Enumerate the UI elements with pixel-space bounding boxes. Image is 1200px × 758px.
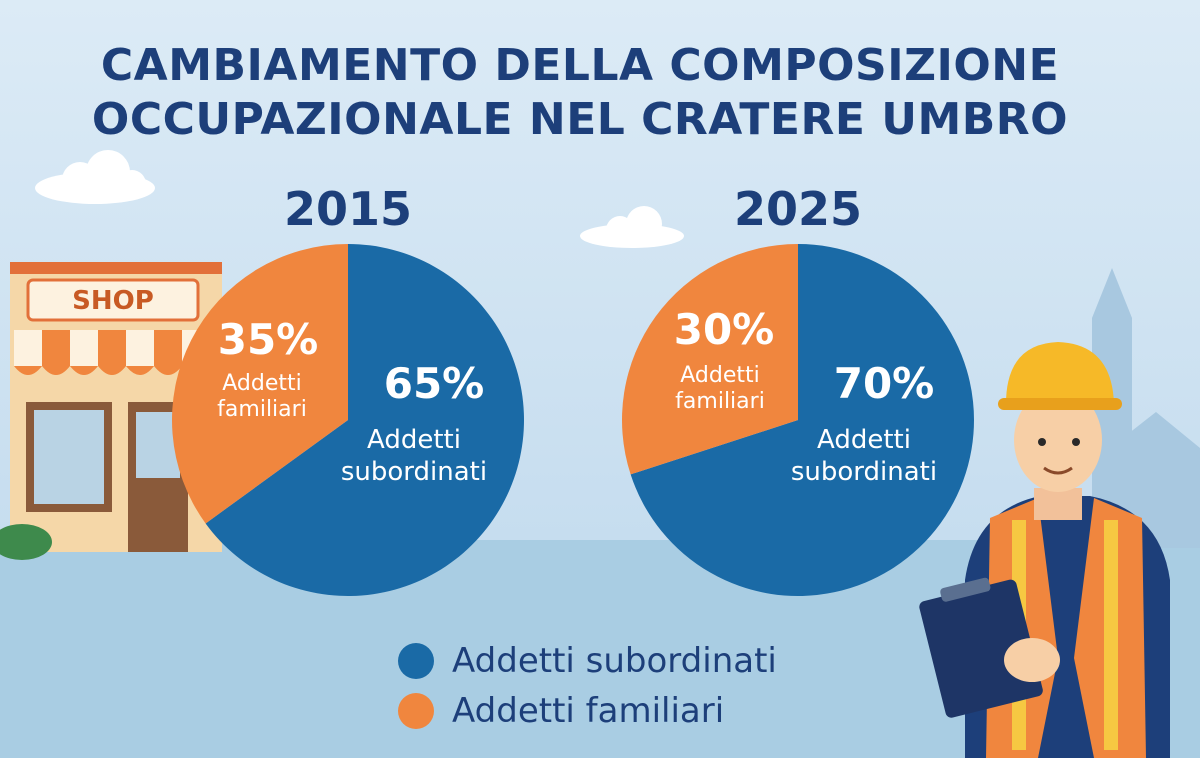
pie-2015-value-label-subordinati: 65% <box>384 359 485 408</box>
legend-label-subordinati: Addetti subordinati <box>452 641 777 681</box>
pie-2025-value-label-familiari: 30% <box>674 305 775 354</box>
pie-2025-value-label-subordinati: 70% <box>834 359 935 408</box>
pie-2025-category-label-subordinati: subordinati <box>791 457 937 487</box>
legend-item-familiari: Addetti familiari <box>398 686 777 736</box>
legend: Addetti subordinati Addetti familiari <box>398 636 777 736</box>
pie-2025-slice-familiari <box>622 244 798 475</box>
pie-2025-slice-subordinati <box>630 244 975 596</box>
pie-2015-category-label-familiari: familiari <box>217 397 307 422</box>
pie-2015-category-label-subordinati: Addetti <box>367 425 461 455</box>
title-line-2: OCCUPAZIONALE NEL CRATERE UMBRO <box>91 94 1069 145</box>
pie-2025-category-label-familiari: Addetti <box>680 363 760 388</box>
pie-2015-slice-familiari <box>172 244 348 524</box>
legend-swatch-familiari <box>398 693 434 729</box>
legend-item-subordinati: Addetti subordinati <box>398 636 777 686</box>
pie-2015-slice-subordinati <box>205 244 524 596</box>
pie-2015-category-label-subordinati: subordinati <box>341 457 487 487</box>
pie-2025-category-label-familiari: familiari <box>675 389 765 414</box>
pie-2015-value-label-familiari: 35% <box>218 315 319 364</box>
pie-charts: 65%Addettisubordinati35%Addettifamiliari… <box>172 244 975 596</box>
pie-2015-category-label-familiari: Addetti <box>222 371 302 396</box>
worker-illustration-icon <box>919 342 1170 758</box>
title-line-1: CAMBIAMENTO DELLA COMPOSIZIONE <box>100 40 1060 91</box>
year-2025-label: 2025 <box>734 182 863 236</box>
shop-sign-text: SHOP <box>72 286 154 316</box>
legend-swatch-subordinati <box>398 643 434 679</box>
cloud-right-icon <box>580 206 684 248</box>
legend-label-familiari: Addetti familiari <box>452 691 725 731</box>
year-2015-label: 2015 <box>284 182 413 236</box>
cloud-left-icon <box>35 150 155 204</box>
pie-2025-category-label-subordinati: Addetti <box>817 425 911 455</box>
